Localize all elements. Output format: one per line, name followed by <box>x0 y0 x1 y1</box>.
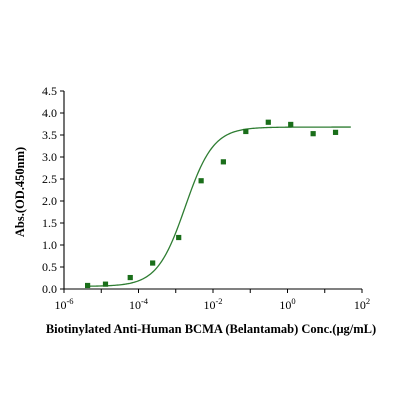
x-tick-label-base: 10 <box>279 298 291 312</box>
data-point <box>310 131 316 137</box>
data-point <box>265 119 271 125</box>
x-axis-title: Biotinylated Anti-Human BCMA (Belantamab… <box>46 322 376 336</box>
y-tick-label: 0.0 <box>42 282 57 296</box>
x-tick-label: 10-4 <box>129 296 149 312</box>
x-tick-label-exponent: 2 <box>366 296 370 306</box>
y-tick-label: 0.5 <box>42 260 57 274</box>
y-tick-label: 4.5 <box>42 84 57 98</box>
y-tick-label: 3.5 <box>42 128 57 142</box>
x-tick-label-base: 10 <box>54 298 66 312</box>
data-point <box>288 121 294 128</box>
y-axis: 0.0 0.5 1.0 1.5 2.0 2.5 3.0 3.5 4.0 4.5 <box>42 84 65 296</box>
x-tick-label-exponent: -4 <box>141 296 149 306</box>
plot-area <box>85 119 351 289</box>
data-point <box>102 281 109 287</box>
y-tick-label: 1.5 <box>42 216 57 230</box>
x-tick-label: 102 <box>354 296 370 312</box>
x-tick-label-exponent: -2 <box>215 296 222 306</box>
data-point <box>176 234 182 241</box>
x-tick-label-exponent: -6 <box>66 296 73 306</box>
data-point <box>220 159 226 165</box>
data-point <box>243 128 249 135</box>
data-point <box>332 129 339 135</box>
y-tick-label: 2.0 <box>42 194 57 208</box>
y-axis-title: Abs.(OD.450nm) <box>13 147 27 237</box>
y-tick-label: 4.0 <box>42 106 57 120</box>
data-point <box>150 260 156 266</box>
x-axis: 10-6 10-4 10-2 100 102 <box>54 288 370 312</box>
x-tick-label-exponent: 0 <box>291 296 295 306</box>
x-tick-label-base: 10 <box>129 298 141 312</box>
y-tick-label: 1.0 <box>42 238 57 252</box>
data-point <box>85 282 91 289</box>
x-tick-label-base: 10 <box>354 298 366 312</box>
x-tick-label: 10-6 <box>54 296 73 312</box>
data-point <box>127 274 133 281</box>
fit-curve <box>85 126 351 287</box>
x-tick-label: 10-2 <box>203 296 222 312</box>
data-point <box>198 178 204 184</box>
y-tick-label: 2.5 <box>42 172 57 186</box>
y-tick-label: 3.0 <box>42 150 57 164</box>
x-tick-label: 100 <box>279 296 295 312</box>
x-tick-label-base: 10 <box>203 298 215 312</box>
